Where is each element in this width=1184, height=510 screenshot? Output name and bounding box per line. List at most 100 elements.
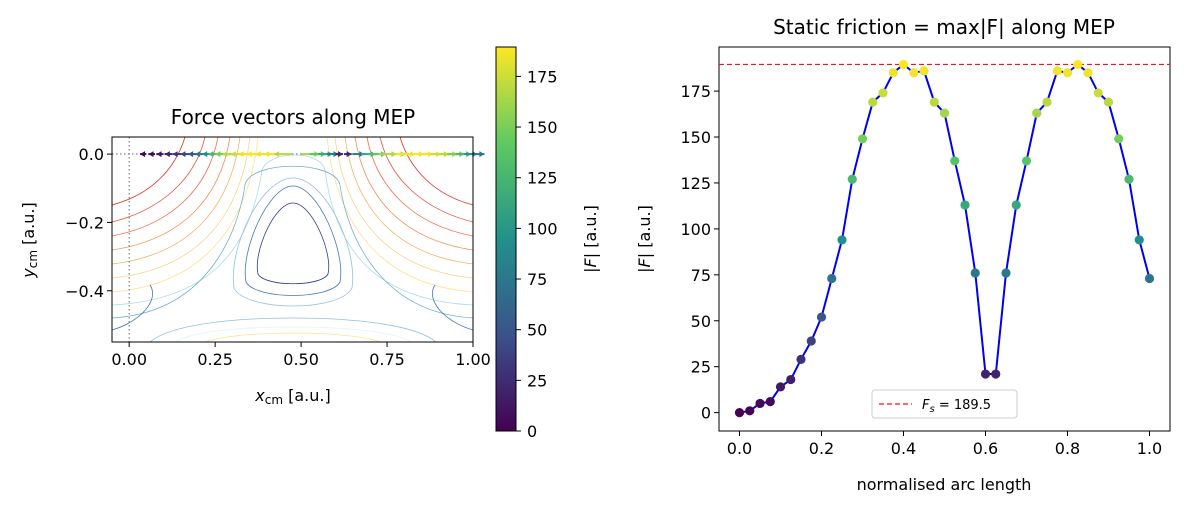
data-point bbox=[868, 97, 878, 107]
left-y-axis-label: ycm [a.u.] bbox=[19, 202, 40, 278]
right-x-axis-label: normalised arc length bbox=[857, 475, 1032, 494]
data-point bbox=[1093, 88, 1103, 98]
data-point bbox=[1001, 268, 1011, 278]
left-x-tick-label: 0.50 bbox=[283, 350, 319, 369]
right-x-tick-label: 0.2 bbox=[809, 439, 834, 458]
data-point bbox=[837, 235, 847, 245]
data-point bbox=[827, 273, 837, 284]
force-arrow-head bbox=[264, 151, 270, 158]
left-title: Force vectors along MEP bbox=[171, 105, 415, 129]
right-y-axis-label: |F| [a.u.] bbox=[635, 205, 654, 273]
colorbar-ticks: 0 25 50 75 100 125 150 175 bbox=[516, 67, 558, 441]
right-y-tick-label: 25 bbox=[691, 358, 711, 377]
force-arrow-head bbox=[195, 151, 201, 158]
right-y-tick-label: 100 bbox=[680, 220, 711, 239]
left-axes-frame bbox=[111, 136, 474, 343]
data-point bbox=[980, 369, 991, 379]
legend-label: Fs = 189.5 bbox=[922, 398, 991, 415]
data-point bbox=[765, 397, 775, 407]
right-x-tick-label: 0.6 bbox=[973, 439, 998, 458]
force-arrow-head bbox=[238, 151, 244, 158]
colorbar-tick-label: 50 bbox=[527, 321, 547, 340]
left-x-tick-label: 0.00 bbox=[111, 350, 147, 369]
right-y-tick-label: 150 bbox=[680, 128, 711, 147]
data-point bbox=[1134, 235, 1144, 245]
data-point bbox=[1114, 134, 1124, 144]
data-point bbox=[755, 398, 765, 409]
data-point bbox=[929, 97, 939, 107]
colorbar bbox=[495, 46, 517, 432]
force-arrow-head bbox=[215, 151, 221, 158]
force-arrow-head bbox=[188, 151, 194, 158]
force-arrows bbox=[140, 151, 485, 158]
data-point bbox=[919, 66, 929, 76]
data-point bbox=[816, 312, 827, 322]
force-arrow-head bbox=[246, 151, 252, 158]
data-point bbox=[909, 68, 919, 78]
force-arrow-head bbox=[208, 151, 214, 158]
left-y-tick-label: 0.0 bbox=[79, 145, 104, 164]
force-arrow-head bbox=[172, 151, 178, 158]
colorbar-tick-label: 0 bbox=[527, 422, 537, 441]
data-point bbox=[1124, 174, 1134, 184]
left-x-tick-label: 1.00 bbox=[455, 350, 491, 369]
data-point bbox=[806, 336, 816, 346]
force-arrow-head bbox=[140, 151, 146, 158]
legend: Fs = 189.5 bbox=[871, 389, 1018, 419]
data-point bbox=[1011, 200, 1021, 210]
force-arrow-head bbox=[255, 151, 261, 158]
colorbar-tick-label: 75 bbox=[527, 270, 547, 289]
colorbar-tick-label: 175 bbox=[527, 67, 558, 86]
right-title: Static friction = max|F| along MEP bbox=[773, 15, 1115, 39]
data-point bbox=[1052, 66, 1062, 76]
data-point bbox=[796, 354, 806, 364]
force-arrow-head bbox=[164, 151, 170, 158]
left-x-axis-label: xcm [a.u.] bbox=[254, 386, 330, 407]
force-arrow-head bbox=[338, 151, 344, 158]
left-axis-ticks: 0.00 0.25 0.50 0.75 1.00 0.0 −0.2 −0.4 bbox=[65, 145, 491, 369]
force-arrow-head bbox=[479, 151, 485, 158]
data-point bbox=[898, 59, 909, 70]
data-point bbox=[1062, 68, 1073, 78]
colorbar-tick-label: 150 bbox=[527, 118, 558, 137]
data-point bbox=[745, 406, 755, 416]
data-point bbox=[1073, 59, 1083, 70]
data-point bbox=[786, 374, 796, 385]
right-x-tick-label: 1.0 bbox=[1137, 439, 1162, 458]
force-arrow-head bbox=[230, 151, 236, 158]
left-x-tick-label: 0.25 bbox=[197, 350, 233, 369]
data-point bbox=[847, 174, 857, 184]
contour-lines bbox=[112, 137, 473, 342]
right-x-tick-label: 0.4 bbox=[891, 439, 916, 458]
data-point bbox=[1144, 273, 1155, 284]
data-point bbox=[1042, 97, 1052, 107]
colorbar-label: |F| [a.u.] bbox=[581, 205, 600, 273]
colorbar-tick-label: 125 bbox=[527, 169, 558, 188]
data-point bbox=[888, 68, 898, 78]
force-arrow-head bbox=[274, 151, 280, 158]
force-arrow-head bbox=[346, 151, 352, 158]
right-x-tick-label: 0.8 bbox=[1055, 439, 1080, 458]
right-panel: Static friction = max|F| along MEP 0.0 0.… bbox=[635, 15, 1171, 494]
right-y-tick-label: 125 bbox=[680, 174, 711, 193]
force-arrow-head bbox=[156, 151, 162, 158]
right-axis-ticks: 0.0 0.2 0.4 0.6 0.8 1.0 0 25 50 75 100 125 150 175 bbox=[680, 82, 1162, 458]
force-arrow-head bbox=[222, 151, 228, 158]
data-point bbox=[991, 369, 1001, 379]
left-x-tick-label: 0.75 bbox=[369, 350, 405, 369]
data-point bbox=[939, 108, 950, 118]
data-point bbox=[1083, 68, 1093, 78]
data-point bbox=[970, 268, 980, 278]
right-y-tick-label: 50 bbox=[691, 312, 711, 331]
data-point bbox=[734, 408, 745, 418]
data-point bbox=[960, 200, 970, 210]
left-y-tick-label: −0.4 bbox=[65, 282, 104, 301]
left-y-tick-label: −0.2 bbox=[65, 213, 104, 232]
right-y-tick-label: 75 bbox=[691, 266, 711, 285]
data-point bbox=[878, 88, 888, 98]
colorbar-tick-label: 25 bbox=[527, 371, 547, 390]
left-panel: Force vectors along MEP bbox=[19, 46, 600, 441]
colorbar-tick-label: 100 bbox=[527, 219, 558, 238]
force-arrow-head bbox=[180, 151, 186, 158]
